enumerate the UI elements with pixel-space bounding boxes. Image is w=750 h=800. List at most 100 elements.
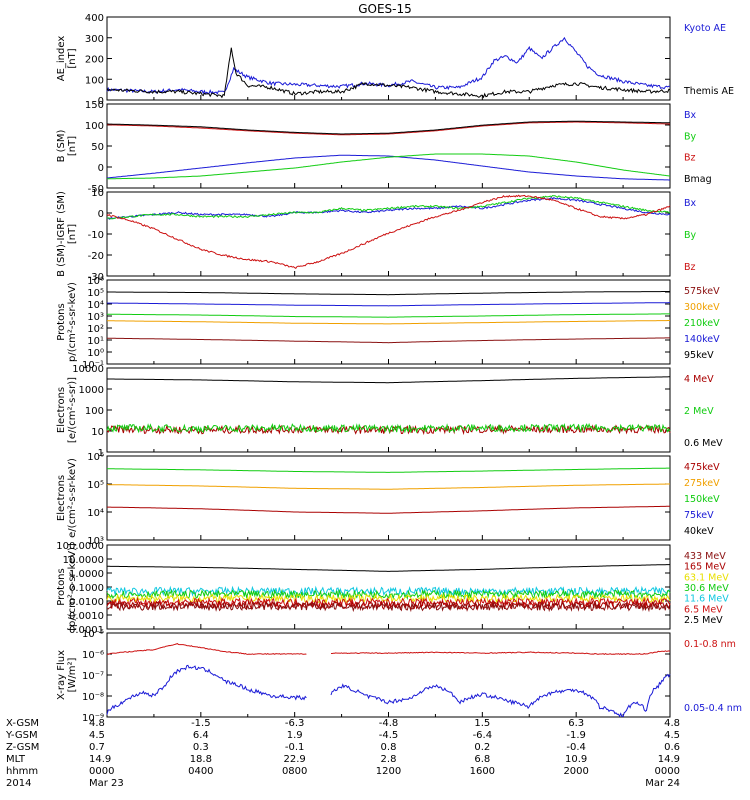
panel-2-ytick-label: 50	[91, 142, 104, 153]
ephemeris-value: 4.8	[664, 718, 680, 729]
trace-panel4-95kev	[107, 291, 670, 296]
ephemeris-value: 0000	[655, 766, 680, 777]
trace-panel3-bz	[106, 194, 671, 269]
ephemeris-value: 0.7	[89, 742, 105, 753]
panel-8-ytick-label: 10⁻⁵	[82, 629, 104, 640]
panel-3-ytick-label: -30	[88, 272, 104, 283]
panel-6-legend-75kev: 75keV	[684, 510, 714, 521]
trace-panel4-140kev	[106, 302, 670, 307]
panel-4-ytick-label: 10³	[87, 312, 104, 323]
panel-2-ytick-label: 0	[98, 163, 104, 174]
ephemeris-value: 0.3	[193, 742, 209, 753]
panel-7-legend-2-5-mev: 2.5 MeV	[684, 615, 723, 626]
panel-4-ytick-label: 10¹	[87, 336, 104, 347]
panel-5-ytick-label: 100	[85, 406, 104, 417]
ephemeris-value: 0800	[282, 766, 307, 777]
panel-3-ytick-label: 0	[98, 209, 104, 220]
panel-4-ytick-label: 10⁵	[87, 288, 104, 299]
ephemeris-row-label: 2014	[6, 778, 31, 789]
panel-1-ytick-label: 0	[98, 96, 104, 107]
panel-3-ylabel: [nT]	[67, 224, 78, 244]
panel-7-ytick-label: 0.0010	[69, 611, 104, 622]
panel-7-ylabel: Protons	[56, 568, 67, 605]
panel-2-legend-bx: Bx	[684, 110, 697, 121]
panel-2-legend-bmag: Bmag	[684, 174, 712, 185]
trace-panel4-575kev	[106, 337, 670, 344]
panel-3-legend-by: By	[684, 230, 697, 241]
panel-6-legend-275kev: 275keV	[684, 478, 720, 489]
panel-4-legend-575kev: 575keV	[684, 286, 720, 297]
panel-4-ytick-label: 10⁻¹	[82, 360, 104, 371]
panel-4-legend-140kev: 140keV	[684, 334, 720, 345]
panel-5-frame	[106, 367, 671, 453]
panel-6-ylabel: Electrons	[56, 475, 67, 521]
panel-2-frame	[106, 103, 671, 189]
panel-6-ytick-label: 10³	[87, 536, 104, 547]
panel-5-legend-0-6-mev: 0.6 MeV	[684, 438, 723, 449]
trace-panel7-30-6-mev	[106, 588, 671, 601]
ephemeris-row-label: X-GSM	[6, 718, 39, 729]
ephemeris-row-label: Z-GSM	[6, 742, 39, 753]
panel-2-legend-bz: Bz	[684, 153, 696, 164]
panel-4-ytick-label: 10²	[87, 324, 104, 335]
ephemeris-value: 14.9	[658, 754, 680, 765]
ephemeris-value: -4.5	[379, 730, 399, 741]
panel-2-ytick-label: -50	[88, 184, 104, 195]
plot-title: GOES-15	[358, 2, 412, 16]
panel-7-ytick-label: 10.0000	[63, 555, 104, 566]
panel-6-ytick-label: 10⁶	[87, 452, 104, 463]
ephemeris-value: 0000	[89, 766, 114, 777]
panel-5-ytick-label: 1	[98, 448, 104, 459]
ephemeris-row-label: MLT	[6, 754, 26, 765]
trace-panel4-300kev	[107, 320, 670, 325]
ephemeris-value: -6.4	[473, 730, 493, 741]
trace-panel7-63-1-mev	[106, 592, 671, 605]
panel-8-ytick-label: 10⁻⁶	[82, 650, 104, 661]
ephemeris-value: 0.2	[474, 742, 490, 753]
panel-3-ylabel: B (SM)-IGRF (SM)	[56, 191, 67, 277]
ephemeris-value: Mar 23	[89, 778, 124, 789]
panel-7-legend-433-mev: 433 MeV	[684, 551, 726, 562]
panel-7-legend-6-5-mev: 6.5 MeV	[684, 604, 723, 615]
panel-6-ytick-label: 10⁴	[87, 508, 104, 519]
panel-7-frame	[106, 544, 671, 630]
panel-1-frame	[106, 16, 671, 101]
panel-8-legend-0-05-0-4-nm: 0.05-0.4 nm	[684, 703, 742, 714]
panel-5-ylabel: Electrons	[56, 387, 67, 433]
panel-8-ylabel: [W/m²]	[67, 657, 78, 692]
ephemeris-value: 1.9	[287, 730, 303, 741]
trace-panel6-150kev	[107, 467, 670, 473]
panel-8-ytick-label: 10⁻⁷	[82, 671, 104, 682]
panel-5-ytick-label: 10	[91, 427, 104, 438]
panel-8-legend-0-1-0-8-nm: 0.1-0.8 nm	[684, 639, 736, 650]
panel-2-ytick-label: 150	[85, 100, 104, 111]
ephemeris-value: -0.4	[566, 742, 586, 753]
panel-4-ytick-label: 10⁰	[87, 348, 104, 359]
panel-8-ylabel: X-ray Flux	[56, 650, 67, 700]
trace-panel1-kyoto-ae	[106, 36, 671, 95]
panel-7-legend-63-1-mev: 63.1 MeV	[684, 572, 729, 583]
panel-5-legend-4-mev: 4 MeV	[684, 374, 714, 385]
panel-1-ylabel: [nT]	[67, 48, 78, 68]
ephemeris-row-label: hhmm	[6, 766, 38, 777]
panel-7-ylabel: [p/(cm²-s-sr-keV)]	[67, 543, 78, 631]
trace-panel1-themis-ae	[106, 47, 671, 99]
ephemeris-value: 0400	[188, 766, 213, 777]
ephemeris-row-label: Y-GSM	[5, 730, 38, 741]
panel-4-ytick-label: 10⁴	[87, 300, 104, 311]
trace-panel6-475kev	[107, 505, 670, 514]
panel-4-ylabel: p/(cm²-s-sr-keV)	[67, 282, 78, 362]
ephemeris-value: 6.3	[568, 718, 584, 729]
panel-6-legend-40kev: 40keV	[684, 526, 714, 537]
ephemeris-value: -1.5	[191, 718, 211, 729]
panel-1-legend-kyoto-ae: Kyoto AE	[684, 23, 726, 34]
panel-7-ytick-label: 100.0000	[56, 541, 104, 552]
panel-2-ylabel: B (SM)	[56, 129, 67, 162]
ephemeris-value: 6.4	[193, 730, 209, 741]
panel-7-legend-11-6-mev: 11.6 MeV	[684, 594, 729, 605]
ephemeris-value: -0.1	[285, 742, 305, 753]
ephemeris-value: 14.9	[89, 754, 111, 765]
ephemeris-value: 6.8	[474, 754, 490, 765]
ephemeris-value: 4.8	[89, 718, 105, 729]
